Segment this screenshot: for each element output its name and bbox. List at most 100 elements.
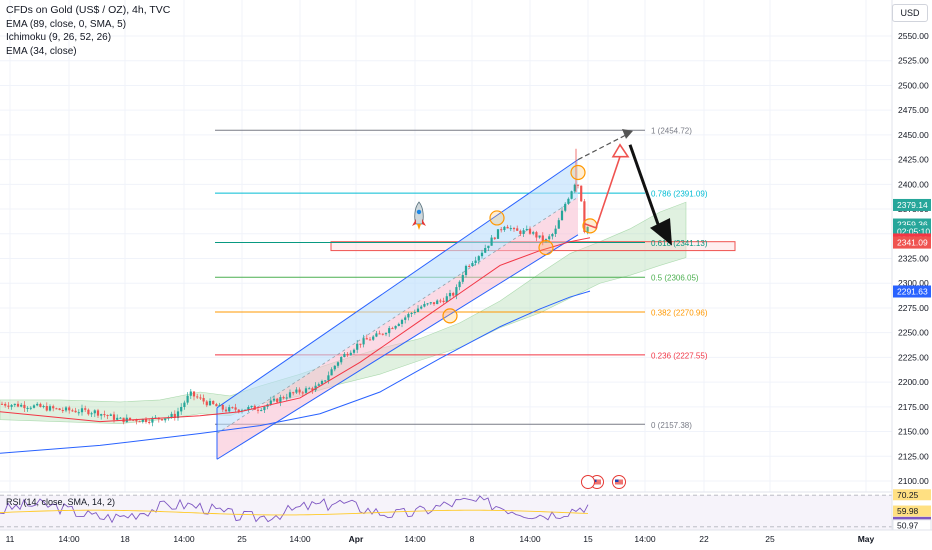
candle-body: [573, 184, 576, 192]
candle-body: [336, 362, 340, 366]
price-tick-label: 2200.00: [898, 377, 929, 387]
candle-body: [308, 388, 311, 390]
legend-ichimoku[interactable]: Ichimoku (9, 26, 52, 26): [6, 32, 112, 43]
candle-body: [116, 417, 119, 420]
candle-body: [228, 407, 231, 412]
candle-body: [196, 396, 199, 398]
candle-body: [372, 336, 375, 340]
candle-body: [234, 407, 237, 410]
candle-body: [58, 408, 61, 411]
candle-body: [356, 343, 359, 350]
candle-body: [77, 412, 80, 414]
us-flag-stripes: [593, 479, 601, 485]
symbol-title[interactable]: CFDs on Gold (US$ / OZ), 4h, TVC: [6, 4, 171, 16]
legend-ema-34[interactable]: EMA (34, close): [6, 45, 77, 57]
candle-body: [218, 404, 221, 407]
candle-body: [202, 397, 205, 402]
rocket-flame: [417, 223, 421, 230]
marker-circle: [570, 164, 586, 181]
price-tick-label: 2300.00: [898, 278, 929, 288]
candle-body: [576, 184, 580, 186]
candle-body: [442, 300, 445, 302]
candle-body: [212, 400, 215, 405]
rsi-ma-line: [0, 509, 589, 516]
fib-level-label: 0.5 (2306.05): [651, 274, 699, 283]
candle-body: [525, 229, 528, 231]
candle-body: [397, 323, 400, 326]
candle-body: [426, 303, 429, 305]
candle-body: [151, 417, 154, 423]
legend-ema-89[interactable]: EMA (89, close, 0, SMA, 5): [6, 18, 127, 30]
price-label-tag: [893, 236, 931, 249]
candle-body: [320, 380, 324, 385]
candle-body: [36, 403, 39, 406]
candle-body: [551, 234, 554, 237]
candle-body: [45, 406, 48, 411]
candle-body: [0, 403, 4, 405]
candle-body: [487, 245, 490, 248]
candle-body: [548, 236, 551, 240]
candle-body: [7, 405, 10, 407]
time-tick-label: 8: [470, 534, 475, 544]
candle-body: [26, 407, 29, 409]
price-tick-label: 2425.00: [898, 155, 929, 165]
marker-circle: [442, 308, 458, 324]
fib-level-label: 0.618 (2341.13): [651, 239, 708, 248]
candle-body: [109, 414, 112, 416]
candle-body: [583, 201, 586, 232]
price-label-text: 2291.63: [897, 286, 928, 296]
candle-body: [164, 418, 167, 421]
candle-body: [564, 203, 567, 211]
time-tick-label: 14:00: [58, 534, 80, 544]
price-tick-label: 2275.00: [898, 303, 929, 313]
projection-arrowhead: [622, 128, 633, 139]
candle-body: [192, 391, 196, 397]
candle-body: [224, 409, 228, 412]
candle-body: [528, 229, 532, 234]
candle-body: [71, 410, 74, 412]
candle-body: [269, 400, 272, 405]
candle-body: [391, 328, 394, 330]
candle-body: [413, 312, 416, 314]
time-tick-label: 14:00: [634, 534, 656, 544]
candle-body: [4, 403, 7, 406]
candle-body: [276, 398, 279, 403]
candle-body: [301, 392, 304, 394]
marker-circle: [538, 240, 554, 256]
candle-body: [144, 418, 148, 423]
candle-body: [29, 407, 32, 409]
candle-body: [135, 419, 138, 422]
candle-body: [39, 403, 42, 407]
candle-body: [311, 388, 314, 391]
candle-body: [55, 408, 58, 410]
candle-body: [535, 232, 538, 238]
rsi-legend[interactable]: RSI (14, close, SMA, 14, 2): [6, 497, 116, 507]
price-tick-label: 2450.00: [898, 130, 929, 140]
candle-body: [285, 397, 288, 399]
candle-body: [314, 385, 317, 391]
candle-body: [455, 287, 458, 296]
us-flag-stripes: [615, 479, 623, 485]
candle-body: [231, 407, 234, 409]
candle-body: [512, 228, 516, 230]
candle-body: [506, 226, 509, 229]
time-tick-label: 18: [120, 534, 130, 544]
candle-body: [279, 397, 282, 403]
projection-down-shaft: [628, 144, 662, 231]
candle-body: [365, 338, 368, 340]
currency-button[interactable]: USD: [892, 4, 928, 22]
candle-body: [461, 275, 464, 282]
time-tick-label: 11: [6, 534, 15, 544]
candle-body: [183, 402, 186, 407]
candle-body: [436, 300, 439, 305]
candle-body: [484, 247, 487, 253]
candle-body: [298, 389, 301, 393]
time-tick-label: 25: [765, 534, 775, 544]
candle-body: [256, 409, 260, 411]
rsi-band: [0, 495, 892, 530]
candle-body: [263, 406, 266, 411]
candle-body: [330, 369, 333, 376]
candle-body: [490, 237, 493, 246]
candle-body: [292, 392, 295, 394]
